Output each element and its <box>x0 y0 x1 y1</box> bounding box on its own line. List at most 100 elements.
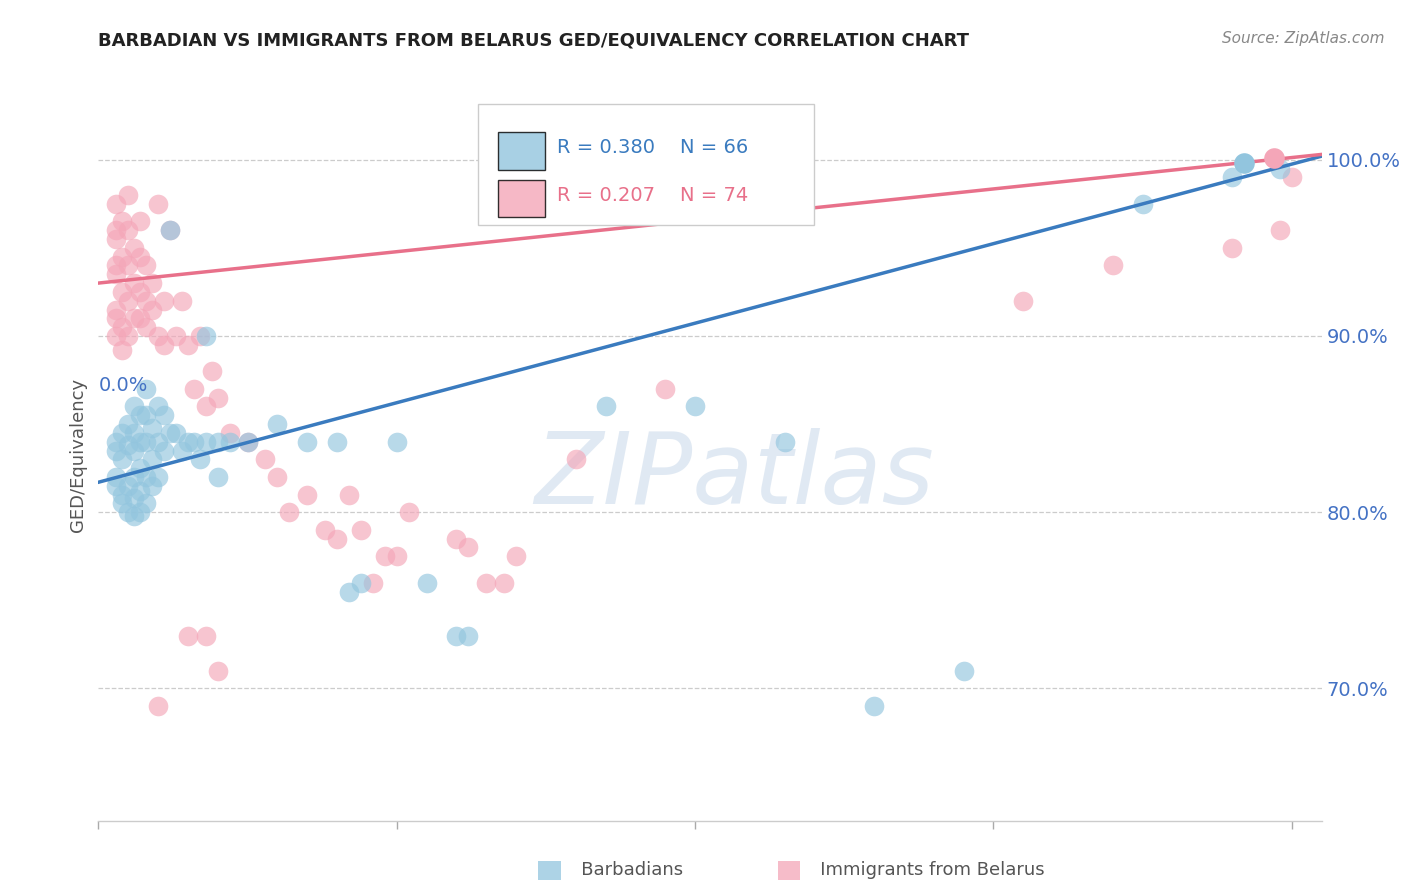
Point <box>505 549 527 564</box>
Point <box>135 409 157 423</box>
Point <box>326 532 349 546</box>
Point <box>141 276 163 290</box>
Point <box>1132 196 1154 211</box>
Point <box>129 505 152 519</box>
Point <box>122 311 145 326</box>
Point <box>111 452 134 467</box>
Point <box>105 196 128 211</box>
Point <box>475 575 498 590</box>
Point <box>105 267 128 281</box>
Point <box>297 434 319 449</box>
Point <box>415 575 437 590</box>
Point <box>218 434 240 449</box>
Point <box>236 434 259 449</box>
Point <box>105 302 128 317</box>
Point <box>654 382 676 396</box>
Point <box>773 434 796 449</box>
Point <box>146 196 169 211</box>
Point <box>129 250 152 264</box>
Point <box>105 470 128 484</box>
Point <box>207 664 229 678</box>
Point <box>117 293 139 308</box>
Point <box>457 541 479 555</box>
Point <box>122 508 145 523</box>
Point <box>266 470 288 484</box>
Point <box>141 302 163 317</box>
Point <box>177 629 200 643</box>
Point <box>117 188 139 202</box>
Point <box>207 434 229 449</box>
Text: Source: ZipAtlas.com: Source: ZipAtlas.com <box>1222 31 1385 46</box>
Point <box>122 400 145 414</box>
Point <box>194 329 217 343</box>
Point <box>135 382 157 396</box>
Point <box>105 311 128 326</box>
Point <box>146 400 169 414</box>
Point <box>194 434 217 449</box>
Point <box>1233 156 1256 170</box>
Point <box>170 443 193 458</box>
Point <box>129 484 152 499</box>
Text: R = 0.380    N = 66: R = 0.380 N = 66 <box>557 138 748 157</box>
Point <box>117 259 139 273</box>
Point <box>153 338 176 352</box>
Point <box>146 699 169 714</box>
Point <box>122 241 145 255</box>
Point <box>122 470 145 484</box>
Point <box>153 409 176 423</box>
Point <box>177 434 200 449</box>
Point <box>159 425 181 440</box>
Point <box>374 549 396 564</box>
Point <box>117 223 139 237</box>
Text: Immigrants from Belarus: Immigrants from Belarus <box>780 861 1045 879</box>
Point <box>122 491 145 505</box>
Point <box>218 425 240 440</box>
Point <box>1268 161 1291 176</box>
Point <box>135 293 157 308</box>
Point <box>236 434 259 449</box>
Point <box>105 259 128 273</box>
Point <box>350 575 373 590</box>
Point <box>170 293 193 308</box>
Point <box>129 409 152 423</box>
Point <box>111 214 134 228</box>
Point <box>207 391 229 405</box>
Point <box>1101 259 1123 273</box>
Point <box>201 364 224 378</box>
Text: BARBADIAN VS IMMIGRANTS FROM BELARUS GED/EQUIVALENCY CORRELATION CHART: BARBADIAN VS IMMIGRANTS FROM BELARUS GED… <box>98 31 969 49</box>
Point <box>111 496 134 510</box>
Point <box>1281 170 1303 185</box>
Point <box>117 438 139 452</box>
Point <box>266 417 288 431</box>
Point <box>111 425 134 440</box>
Point <box>122 425 145 440</box>
Point <box>146 329 169 343</box>
Point <box>337 487 360 501</box>
Point <box>105 329 128 343</box>
Point <box>117 479 139 493</box>
Point <box>159 223 181 237</box>
Point <box>153 443 176 458</box>
Point <box>952 664 974 678</box>
Point <box>111 285 134 299</box>
Point <box>135 259 157 273</box>
Point <box>683 400 706 414</box>
Point <box>129 311 152 326</box>
Point <box>117 417 139 431</box>
Point <box>135 434 157 449</box>
Point <box>129 461 152 475</box>
Point <box>1012 293 1035 308</box>
Point <box>129 285 152 299</box>
Point <box>183 434 205 449</box>
Point <box>177 338 200 352</box>
Point <box>141 420 163 434</box>
Point <box>595 400 617 414</box>
Point <box>297 487 319 501</box>
Point <box>350 523 373 537</box>
Point <box>165 425 187 440</box>
Point <box>141 479 163 493</box>
Point <box>105 223 128 237</box>
Point <box>565 452 588 467</box>
Point <box>117 329 139 343</box>
Point <box>1220 241 1243 255</box>
